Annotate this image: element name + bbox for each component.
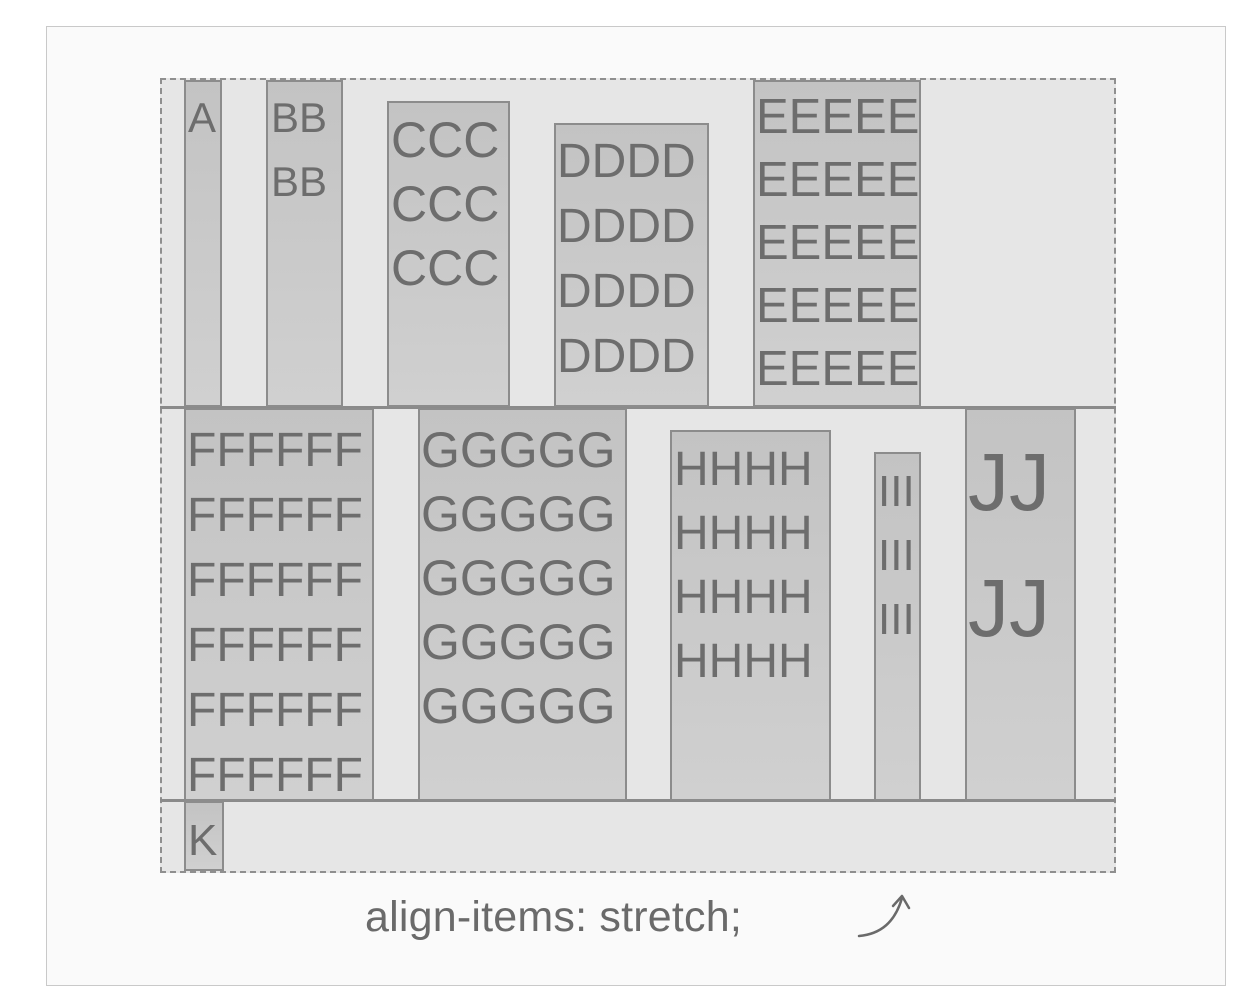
- flex-item-i: III III III: [874, 452, 921, 801]
- flex-item-j: JJ JJ: [965, 408, 1076, 801]
- flex-item-e-label: EEEEE EEEEE EEEEE EEEEE EEEEE: [756, 90, 920, 396]
- flex-line-divider: [160, 799, 1116, 802]
- curved-arrow-icon: [857, 894, 911, 938]
- flex-item-a: A: [184, 80, 222, 407]
- flex-item-c-label: CCC CCC CCC: [391, 112, 500, 296]
- flex-item-k: K: [184, 801, 224, 871]
- flex-item-j-label: JJ JJ: [968, 437, 1050, 654]
- flex-item-k-label: K: [188, 816, 218, 865]
- flex-item-e: EEEEE EEEEE EEEEE EEEEE EEEEE: [753, 80, 921, 407]
- flex-item-a-label: A: [188, 94, 217, 141]
- flex-item-c: CCC CCC CCC: [387, 101, 510, 407]
- flex-item-b-label: BB BB: [271, 94, 328, 205]
- diagram-caption: align-items: stretch;: [365, 893, 742, 941]
- flex-item-g: GGGGG GGGGG GGGGG GGGGG GGGGG: [418, 408, 627, 801]
- flex-item-h: HHHH HHHH HHHH HHHH: [670, 430, 831, 801]
- flex-item-f: FFFFFF FFFFFF FFFFFF FFFFFF FFFFFF FFFFF…: [184, 408, 374, 801]
- flex-item-d: DDDD DDDD DDDD DDDD: [554, 123, 709, 407]
- flex-item-i-label: III III III: [878, 467, 915, 644]
- flex-line-divider: [160, 406, 1116, 409]
- flex-item-b: BB BB: [266, 80, 343, 407]
- flex-item-d-label: DDDD DDDD DDDD DDDD: [557, 135, 696, 383]
- flex-item-h-label: HHHH HHHH HHHH HHHH: [674, 443, 813, 688]
- flex-item-g-label: GGGGG GGGGG GGGGG GGGGG GGGGG: [421, 422, 616, 734]
- flex-item-f-label: FFFFFF FFFFFF FFFFFF FFFFFF FFFFFF FFFFF…: [187, 424, 363, 801]
